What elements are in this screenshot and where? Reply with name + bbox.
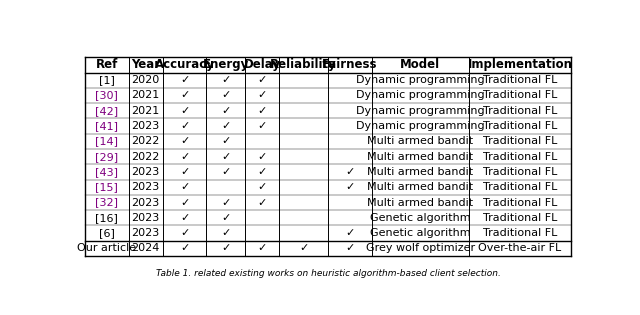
Text: 2023: 2023 [132,167,160,177]
Text: ✓: ✓ [180,228,189,238]
Text: 2023: 2023 [132,121,160,131]
Text: Multi armed bandit: Multi armed bandit [367,167,474,177]
Text: Dynamic programming: Dynamic programming [356,121,484,131]
Text: Multi armed bandit: Multi armed bandit [367,152,474,162]
Text: [15]: [15] [95,182,118,192]
Text: Traditional FL: Traditional FL [483,198,557,208]
Text: ✓: ✓ [221,228,230,238]
Text: [6]: [6] [99,228,115,238]
Text: 2023: 2023 [132,182,160,192]
Text: ✓: ✓ [221,75,230,85]
Text: [42]: [42] [95,106,118,116]
Text: ✓: ✓ [258,198,267,208]
Text: ✓: ✓ [258,243,267,254]
Text: Grey wolf optimizer: Grey wolf optimizer [366,243,475,254]
Text: [43]: [43] [95,167,118,177]
Text: ✓: ✓ [180,121,189,131]
Text: ✓: ✓ [258,121,267,131]
Text: ✓: ✓ [180,213,189,223]
Text: Traditional FL: Traditional FL [483,228,557,238]
Text: 2022: 2022 [132,152,160,162]
Text: Dynamic programming: Dynamic programming [356,90,484,100]
Text: Over-the-air FL: Over-the-air FL [478,243,562,254]
Text: [16]: [16] [95,213,118,223]
Text: Traditional FL: Traditional FL [483,106,557,116]
Text: ✓: ✓ [221,213,230,223]
Text: ✓: ✓ [258,75,267,85]
Text: Traditional FL: Traditional FL [483,121,557,131]
Text: Traditional FL: Traditional FL [483,90,557,100]
Text: Dynamic programming: Dynamic programming [356,106,484,116]
Text: Genetic algorithm: Genetic algorithm [370,213,470,223]
Text: [41]: [41] [95,121,118,131]
Text: Traditional FL: Traditional FL [483,167,557,177]
Text: Dynamic programming: Dynamic programming [356,75,484,85]
Text: ✓: ✓ [345,182,355,192]
Text: ✓: ✓ [180,198,189,208]
Text: 2020: 2020 [132,75,160,85]
Text: Multi armed bandit: Multi armed bandit [367,182,474,192]
Text: 2021: 2021 [132,90,160,100]
Text: Multi armed bandit: Multi armed bandit [367,136,474,146]
Text: Reliability: Reliability [270,58,337,72]
Text: ✓: ✓ [180,182,189,192]
Text: [29]: [29] [95,152,118,162]
Text: ✓: ✓ [180,243,189,254]
Text: Traditional FL: Traditional FL [483,182,557,192]
Text: Fairness: Fairness [322,58,378,72]
Text: ✓: ✓ [221,167,230,177]
Text: Traditional FL: Traditional FL [483,213,557,223]
Text: Energy: Energy [203,58,249,72]
Text: ✓: ✓ [180,136,189,146]
Text: ✓: ✓ [180,167,189,177]
Text: Model: Model [400,58,440,72]
Text: ✓: ✓ [180,90,189,100]
Text: ✓: ✓ [180,106,189,116]
Text: [30]: [30] [95,90,118,100]
Text: ✓: ✓ [221,198,230,208]
Text: Traditional FL: Traditional FL [483,152,557,162]
Text: [32]: [32] [95,198,118,208]
Text: Traditional FL: Traditional FL [483,136,557,146]
Text: ✓: ✓ [221,243,230,254]
Text: ✓: ✓ [180,152,189,162]
Text: ✓: ✓ [345,167,355,177]
Text: Multi armed bandit: Multi armed bandit [367,198,474,208]
Text: ✓: ✓ [221,90,230,100]
Text: Ref: Ref [95,58,118,72]
Text: Traditional FL: Traditional FL [483,75,557,85]
Text: ✓: ✓ [258,90,267,100]
Text: Our article: Our article [77,243,136,254]
Text: ✓: ✓ [258,152,267,162]
Text: ✓: ✓ [258,106,267,116]
Text: Table 1. related existing works on heuristic algorithm-based client selection.: Table 1. related existing works on heuri… [156,269,500,278]
Text: 2023: 2023 [132,198,160,208]
Text: 2022: 2022 [132,136,160,146]
Text: ✓: ✓ [345,243,355,254]
Text: ✓: ✓ [221,136,230,146]
Text: ✓: ✓ [345,228,355,238]
Text: ✓: ✓ [258,167,267,177]
Text: 2024: 2024 [132,243,160,254]
Text: Genetic algorithm: Genetic algorithm [370,228,470,238]
Text: ✓: ✓ [180,75,189,85]
Text: Year: Year [131,58,160,72]
Text: Implementation: Implementation [467,58,573,72]
Text: ✓: ✓ [221,106,230,116]
Text: ✓: ✓ [221,121,230,131]
Text: 2023: 2023 [132,213,160,223]
Text: [1]: [1] [99,75,115,85]
Text: ✓: ✓ [258,182,267,192]
Text: 2023: 2023 [132,228,160,238]
Text: ✓: ✓ [221,152,230,162]
Text: Delay: Delay [244,58,281,72]
Text: ✓: ✓ [299,243,308,254]
Text: Accuracy: Accuracy [155,58,214,72]
Text: 2021: 2021 [132,106,160,116]
Text: [14]: [14] [95,136,118,146]
